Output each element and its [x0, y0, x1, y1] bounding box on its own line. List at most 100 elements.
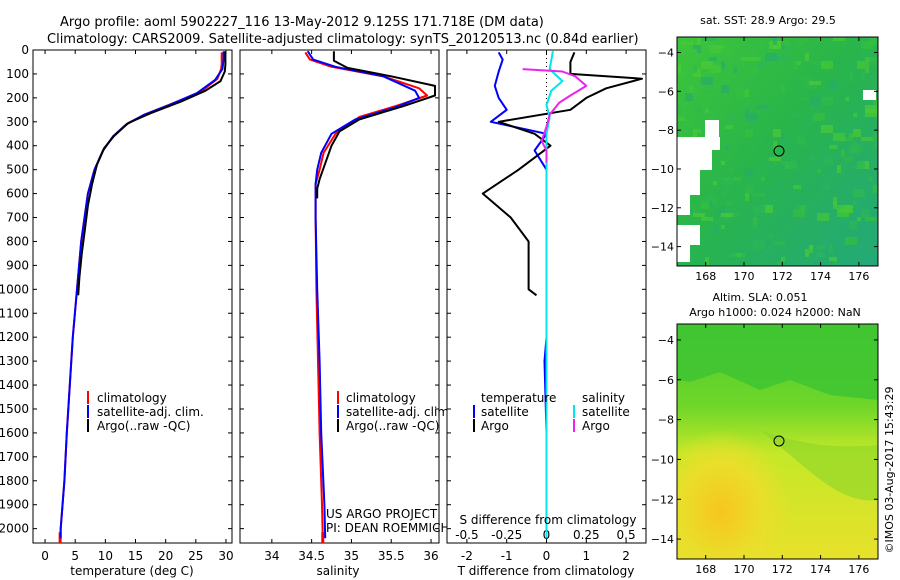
sst-texture-block	[705, 89, 713, 93]
sst-texture-block	[801, 77, 813, 81]
sst-texture-block	[697, 129, 701, 133]
sst-texture-block	[697, 37, 701, 45]
sst-texture-block	[701, 61, 713, 69]
figure-title-line2: Climatology: CARS2009. Satellite-adjuste…	[47, 32, 639, 47]
salinity-panel: 34 34.5 35 35.5 36 salinity climatology sate…	[239, 49, 453, 578]
depth-tick-label-1600: 1600	[0, 426, 29, 440]
sla-lat-label-10: −10	[651, 453, 674, 466]
sla-lat-label-4: −4	[658, 334, 674, 347]
depth-tick-label-1000: 1000	[0, 282, 29, 296]
sst-lat-label-10: −10	[651, 163, 674, 176]
sst-texture-block	[873, 185, 877, 193]
sst-texture-block	[833, 201, 837, 209]
sst-texture-block	[701, 37, 713, 41]
sst-texture-block	[773, 37, 777, 45]
sla-lon-label-170: 170	[734, 563, 755, 576]
sst-texture-block	[809, 157, 813, 161]
sst-texture-block	[705, 257, 709, 265]
sst-texture-block	[785, 45, 793, 49]
sst-texture-block	[809, 245, 813, 253]
sst-texture-block	[677, 65, 681, 73]
sst-texture-block	[829, 81, 837, 89]
sst-texture-block	[721, 85, 729, 93]
sla-lat-label-8: −8	[658, 414, 674, 427]
sla-lat-label-12: −12	[651, 493, 674, 506]
sst-texture-block	[817, 245, 825, 249]
sst-texture-block	[857, 217, 861, 221]
sst-texture-block	[833, 37, 845, 41]
sst-texture-block	[777, 261, 781, 265]
sst-texture-block	[837, 61, 841, 65]
depth-tick-label-1900: 1900	[0, 498, 29, 512]
sst-texture-block	[849, 221, 857, 229]
sst-texture-block	[773, 241, 785, 245]
sla-argo-location-marker	[773, 435, 785, 447]
sst-texture-block	[757, 61, 765, 69]
sst-texture-block	[753, 241, 765, 249]
depth-tick-label-700: 700	[6, 211, 29, 225]
sst-texture-block	[861, 41, 873, 49]
sst-texture-block	[825, 157, 833, 165]
sst-texture-block	[701, 217, 713, 221]
sst-texture-block	[753, 93, 757, 101]
sst-texture-block	[849, 73, 853, 81]
sst-texture-block	[777, 181, 781, 189]
sla-map-ticks: 168 170 172 174 176 −4 −6 −8 −10 −12 −14	[651, 324, 878, 576]
sst-texture-block	[733, 65, 737, 69]
sst-texture-block	[725, 145, 729, 149]
temperature-legend-argo: Argo(..raw -QC)	[97, 419, 190, 433]
sst-texture-block	[873, 141, 878, 149]
sst-texture-block	[733, 213, 741, 217]
sla-map: Altim. SLA: 0.051 Argo h1000: 0.024 h200…	[651, 291, 879, 576]
sst-texture-block	[709, 57, 717, 61]
sst-texture-block	[781, 85, 785, 93]
sst-texture-block	[837, 165, 841, 173]
s-diff-tick-label-0-25: -0.25	[491, 528, 522, 542]
sst-texture-block	[821, 97, 833, 101]
sst-texture-block	[725, 177, 729, 181]
sla-field-high-region	[677, 324, 878, 559]
sla-map-frame	[676, 323, 879, 560]
sst-texture-block	[677, 105, 681, 113]
difference-series-salinity-satellite	[545, 51, 564, 539]
sst-texture-block	[757, 105, 769, 109]
sst-texture-block	[869, 245, 878, 253]
salinity-xtick-label-35-5: 35.5	[378, 549, 405, 563]
depth-tick-label-0: 0	[21, 43, 29, 57]
sst-lon-label-168: 168	[695, 270, 716, 283]
sst-texture-block	[741, 57, 753, 61]
sst-texture-block	[865, 69, 869, 73]
sst-texture-block	[797, 61, 801, 65]
sst-texture-block	[761, 177, 765, 181]
sla-lat-label-6: −6	[658, 374, 674, 387]
copyright-label: ©IMOS 03-Aug-2017 15:43:29	[883, 387, 896, 554]
sst-texture-block	[769, 157, 781, 161]
sst-texture-block	[725, 185, 729, 193]
sst-texture-block	[817, 37, 821, 41]
sst-texture-block	[785, 161, 797, 169]
sst-texture-block	[745, 129, 753, 137]
temperature-xtick-label-30: 30	[218, 549, 233, 563]
sst-texture-block	[729, 169, 733, 173]
sla-lon-label-176: 176	[848, 563, 869, 576]
temperature-xtick-label-5: 5	[71, 549, 79, 563]
sst-texture-block	[765, 53, 777, 61]
sst-texture-block	[697, 77, 701, 81]
sst-texture-block	[857, 61, 869, 69]
sst-lat-label-12: −12	[651, 202, 674, 215]
sst-lat-label-6: −6	[658, 85, 674, 98]
sst-texture-block	[693, 213, 705, 217]
sst-argo-location-marker	[773, 145, 785, 157]
temperature-xtick-label-0: 0	[41, 549, 49, 563]
sst-texture-block	[865, 109, 877, 117]
sst-texture-block	[749, 69, 757, 73]
sst-texture-block	[721, 61, 725, 69]
salinity-xtick-label-36: 36	[423, 549, 438, 563]
sst-texture-block	[833, 261, 837, 265]
sst-texture-block	[869, 57, 877, 65]
sst-texture-block	[841, 149, 845, 157]
sst-texture-block	[861, 137, 873, 141]
sst-texture-block	[869, 217, 878, 221]
sst-texture-block	[745, 169, 753, 177]
